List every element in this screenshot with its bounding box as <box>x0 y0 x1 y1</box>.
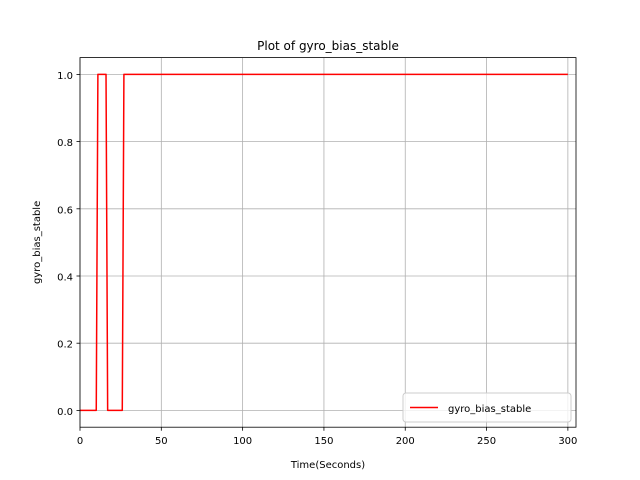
chart-title: Plot of gyro_bias_stable <box>257 39 399 53</box>
y-tick-label: 1.0 <box>57 71 73 82</box>
y-axis-label: gyro_bias_stable <box>32 201 43 284</box>
plot-frame <box>79 57 577 428</box>
x-tick-label: 200 <box>396 436 415 447</box>
legend-box <box>402 392 572 423</box>
series-line <box>80 73 568 412</box>
y-tick-label: 0.0 <box>57 407 73 418</box>
y-tick-label: 0.8 <box>57 138 73 149</box>
x-axis-label: Time(Seconds) <box>290 460 365 471</box>
x-tick-label: 50 <box>155 436 168 447</box>
x-tick-label: 150 <box>314 436 333 447</box>
legend: gyro_bias_stable <box>402 392 572 423</box>
x-tick-label: 300 <box>558 436 577 447</box>
y-tick-label: 0.2 <box>57 340 73 351</box>
x-tick-label: 100 <box>233 436 252 447</box>
y-tick-label: 0.4 <box>57 273 73 284</box>
x-tick-label: 0 <box>77 436 83 447</box>
grid-layer <box>79 57 576 428</box>
legend-label: gyro_bias_stable <box>448 404 531 415</box>
x-tick-label: 250 <box>477 436 496 447</box>
y-tick-label: 0.6 <box>57 205 73 216</box>
tick-layer: 0 50 100 150 200 250 300 0.0 0.2 0.4 0.6 0.8 1.0 <box>57 71 577 447</box>
series-layer <box>80 73 568 412</box>
